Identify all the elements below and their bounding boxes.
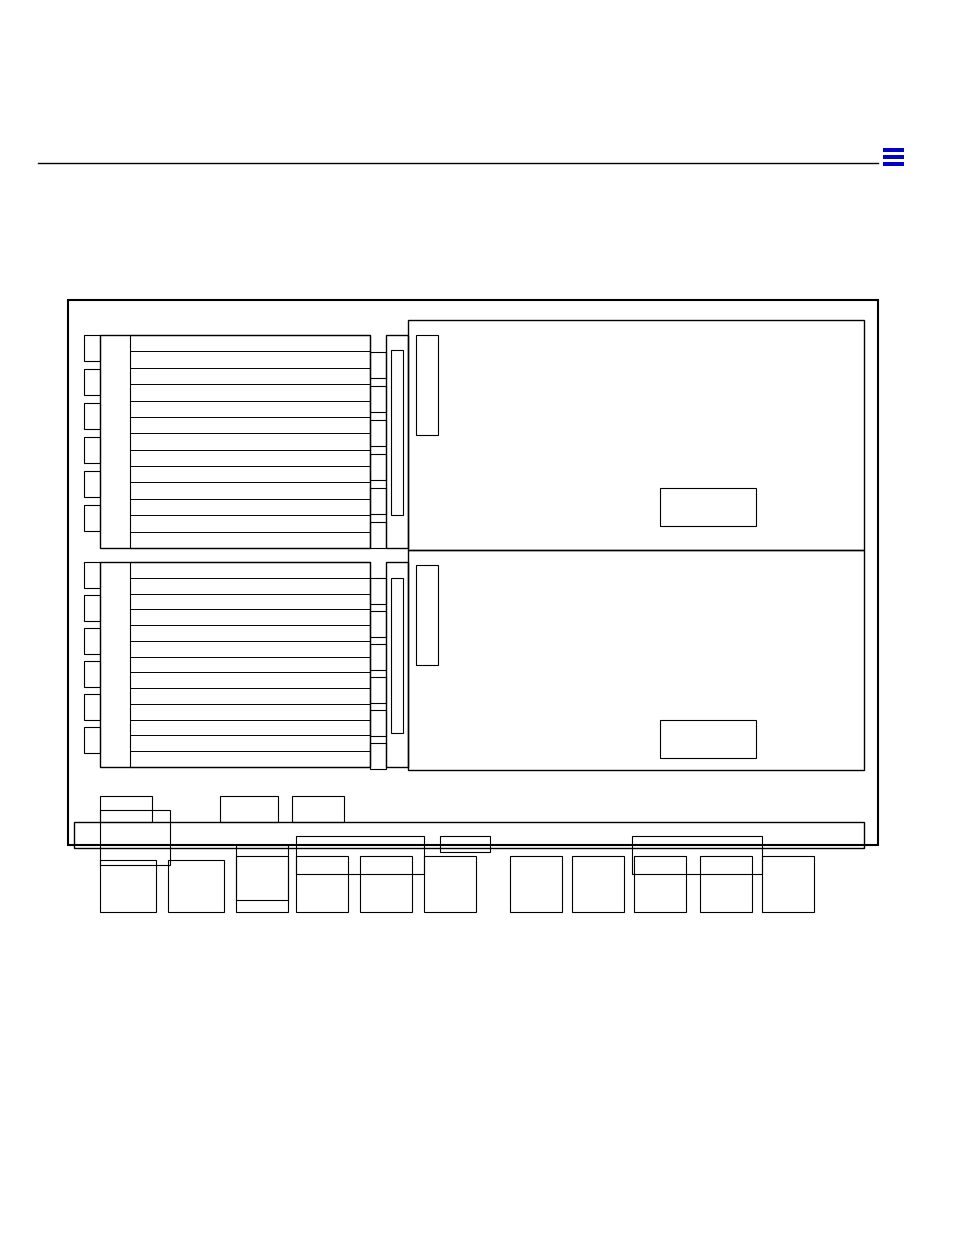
Bar (882, 156, 903, 159)
Bar (408, 550, 863, 769)
Bar (84, 694, 100, 720)
Bar (235, 845, 288, 900)
Bar (130, 335, 370, 548)
Bar (659, 720, 755, 758)
Bar (292, 797, 344, 823)
Bar (84, 335, 100, 361)
Bar (882, 148, 903, 152)
Bar (84, 629, 100, 655)
Bar (416, 335, 437, 435)
Bar (370, 488, 386, 514)
Bar (84, 403, 100, 429)
Bar (391, 350, 402, 515)
Bar (295, 836, 423, 874)
Bar (100, 335, 370, 548)
Bar (370, 611, 386, 637)
Bar (295, 856, 348, 911)
Bar (84, 562, 100, 588)
Bar (423, 856, 476, 911)
Bar (882, 162, 903, 165)
Bar (386, 335, 408, 548)
Bar (100, 810, 170, 864)
Bar (370, 454, 386, 480)
Bar (84, 661, 100, 687)
Bar (761, 856, 813, 911)
Bar (370, 522, 386, 548)
Bar (370, 352, 386, 378)
Bar (168, 860, 224, 911)
Bar (370, 578, 386, 604)
Bar (220, 797, 277, 823)
Bar (68, 300, 877, 845)
Bar (370, 677, 386, 703)
Bar (84, 437, 100, 463)
Bar (100, 562, 370, 767)
Bar (659, 488, 755, 526)
Bar (510, 856, 561, 911)
Bar (359, 856, 412, 911)
Bar (370, 743, 386, 769)
Bar (84, 727, 100, 753)
Bar (386, 562, 408, 767)
Bar (700, 856, 751, 911)
Bar (391, 578, 402, 734)
Bar (416, 564, 437, 664)
Bar (408, 320, 863, 550)
Bar (370, 420, 386, 446)
Bar (235, 856, 288, 911)
Bar (634, 856, 685, 911)
Bar (130, 562, 370, 767)
Bar (84, 369, 100, 395)
Bar (84, 471, 100, 496)
Bar (100, 860, 156, 911)
Bar (572, 856, 623, 911)
Bar (370, 643, 386, 671)
Bar (84, 505, 100, 531)
Bar (631, 836, 761, 874)
Bar (84, 595, 100, 621)
Bar (74, 823, 863, 848)
Bar (100, 797, 152, 823)
Bar (370, 387, 386, 412)
Bar (439, 836, 490, 852)
Bar (370, 710, 386, 736)
